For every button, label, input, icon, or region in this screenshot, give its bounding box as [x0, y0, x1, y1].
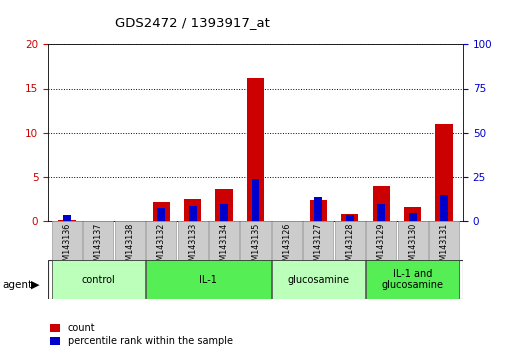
Text: GSM143130: GSM143130: [408, 222, 416, 271]
Text: glucosamine: glucosamine: [287, 275, 349, 285]
Text: IL-1: IL-1: [199, 275, 217, 285]
Bar: [177, 221, 208, 260]
Text: GSM143133: GSM143133: [188, 222, 197, 271]
Bar: [251, 179, 259, 221]
Bar: [366, 260, 459, 299]
Text: GSM143127: GSM143127: [313, 222, 322, 271]
Bar: [366, 221, 395, 260]
Bar: [240, 221, 270, 260]
Bar: [184, 199, 201, 221]
Text: GSM143136: GSM143136: [62, 222, 71, 271]
Bar: [115, 221, 144, 260]
Bar: [146, 221, 176, 260]
Text: GSM143129: GSM143129: [376, 222, 385, 271]
Bar: [309, 200, 326, 221]
Bar: [220, 205, 228, 221]
Bar: [372, 186, 389, 221]
Bar: [314, 198, 322, 221]
Bar: [188, 206, 196, 221]
Bar: [377, 205, 384, 221]
Bar: [63, 215, 71, 221]
Text: ▶: ▶: [31, 280, 40, 290]
Text: agent: agent: [3, 280, 33, 290]
Bar: [302, 221, 333, 260]
Bar: [58, 220, 75, 221]
Bar: [153, 202, 170, 221]
Bar: [83, 221, 113, 260]
Text: GSM143134: GSM143134: [219, 222, 228, 271]
Bar: [146, 260, 270, 299]
Bar: [397, 221, 427, 260]
Text: GSM143135: GSM143135: [250, 222, 260, 271]
Bar: [271, 221, 301, 260]
Bar: [334, 221, 364, 260]
Text: GSM143126: GSM143126: [282, 222, 291, 271]
Bar: [209, 221, 239, 260]
Bar: [215, 188, 232, 221]
Text: GSM143137: GSM143137: [94, 222, 103, 271]
Text: control: control: [81, 275, 115, 285]
Bar: [439, 195, 447, 221]
Bar: [340, 214, 358, 221]
Legend: count, percentile rank within the sample: count, percentile rank within the sample: [50, 324, 232, 346]
Bar: [157, 208, 165, 221]
Bar: [345, 215, 353, 221]
Bar: [428, 221, 459, 260]
Bar: [408, 213, 416, 221]
Bar: [52, 221, 82, 260]
Bar: [403, 207, 421, 221]
Bar: [52, 260, 144, 299]
Text: IL-1 and
glucosamine: IL-1 and glucosamine: [381, 269, 443, 291]
Text: GSM143128: GSM143128: [344, 222, 354, 271]
Bar: [246, 78, 264, 221]
Text: GSM143131: GSM143131: [439, 222, 448, 271]
Text: GDS2472 / 1393917_at: GDS2472 / 1393917_at: [115, 16, 269, 29]
Bar: [435, 124, 452, 221]
Text: GSM143132: GSM143132: [157, 222, 166, 271]
Bar: [271, 260, 364, 299]
Text: GSM143138: GSM143138: [125, 222, 134, 271]
